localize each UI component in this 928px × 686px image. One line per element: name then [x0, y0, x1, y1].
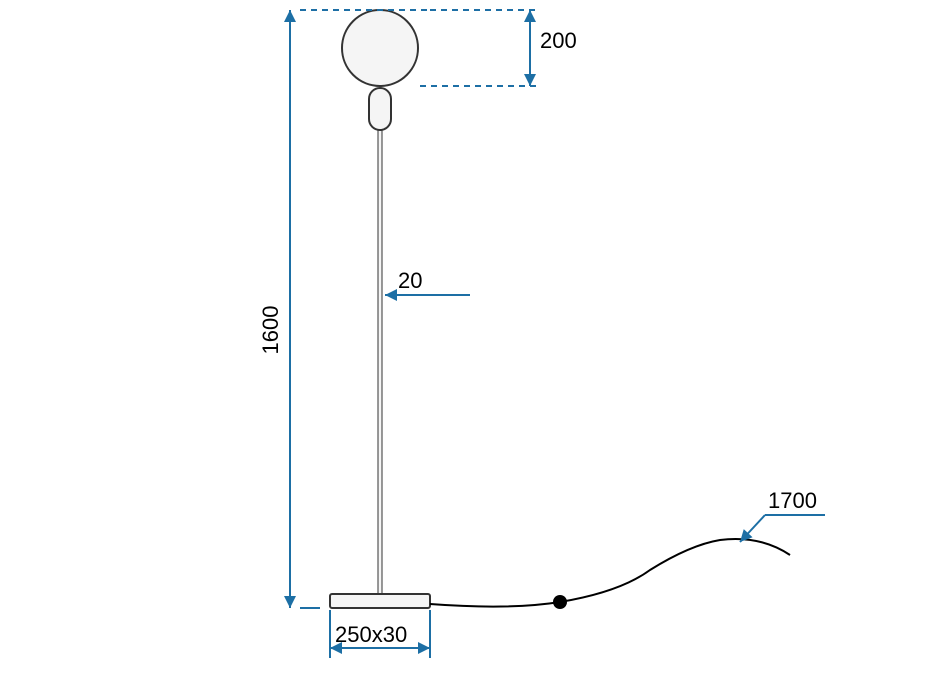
dim-base-size: 250x30 — [335, 622, 407, 647]
power-cable — [430, 539, 790, 609]
dim-globe-height: 200 — [540, 28, 577, 53]
cable-switch — [553, 595, 567, 609]
dimensions: 1600 200 20 250x30 1700 — [258, 10, 825, 658]
lamp — [330, 10, 430, 608]
dim-total-height: 1600 — [258, 306, 283, 355]
dim-pole-diameter: 20 — [398, 268, 422, 293]
dim-cable-length: 1700 — [768, 488, 817, 513]
